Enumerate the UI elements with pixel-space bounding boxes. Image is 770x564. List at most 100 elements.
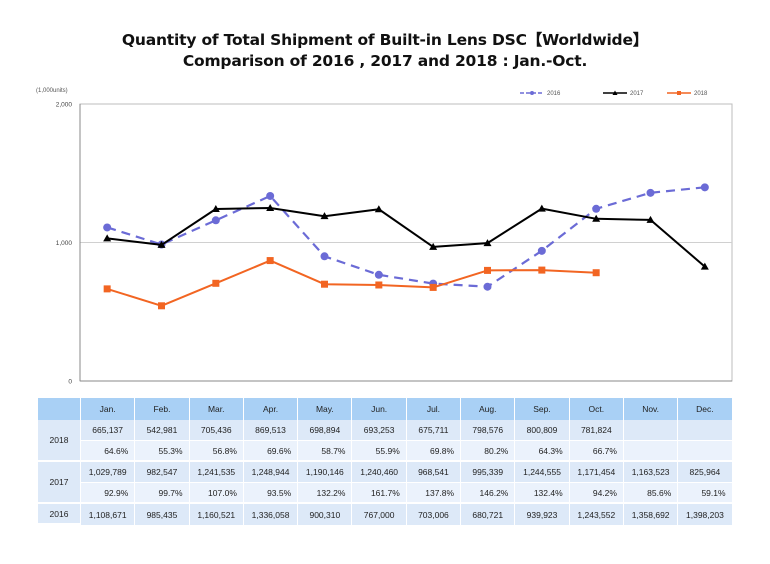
title-line-2: Comparison of 2016 , 2017 and 2018 : Jan…	[182, 52, 588, 70]
table-cell-quantity: 825,964	[678, 462, 732, 483]
data-point-2018	[212, 279, 220, 287]
table-cell-percent: 64.3%	[515, 441, 569, 462]
table-cell-quantity: 781,824	[569, 420, 623, 441]
table-cell-quantity: 1,190,146	[298, 462, 352, 483]
table-cell-quantity: 1,240,460	[352, 462, 406, 483]
table-cell-quantity: 1,336,058	[243, 504, 298, 525]
table-cell-quantity: 939,923	[515, 504, 569, 525]
table-cell-quantity: 1,241,535	[189, 462, 243, 483]
data-point-2017	[320, 212, 329, 220]
table-cell-quantity: 995,339	[461, 462, 515, 483]
table-cell-quantity: 1,160,521	[189, 504, 243, 525]
table-row-values: 2017 1,029,789 982,547 1,241,535 1,248,944 1,…	[38, 462, 732, 504]
data-point-2018	[266, 257, 274, 265]
series-line-2016	[106, 186, 705, 288]
data-point-2016	[266, 191, 275, 200]
data-point-2017	[103, 234, 112, 242]
data-point-2017	[592, 214, 601, 222]
data-point-2017	[646, 215, 655, 223]
table-cell-quantity: 798,576	[461, 420, 515, 441]
table-cell-percent: 55.3%	[135, 441, 189, 462]
data-point-2017	[374, 205, 383, 213]
table-cell-percent: 69.6%	[243, 441, 298, 462]
table-cell-percent: 66.7%	[569, 441, 623, 462]
table-cell-quantity: 1,243,552	[569, 504, 623, 525]
data-point-2017	[700, 262, 709, 270]
table-cell-quantity: 1,029,789	[81, 462, 135, 483]
data-point-2018	[538, 266, 546, 274]
data-point-2016	[103, 223, 112, 232]
data-point-2018	[375, 281, 383, 289]
data-point-2018	[429, 283, 437, 291]
legend-marker-2017	[612, 90, 618, 95]
table-cell-quantity: 680,721	[461, 504, 515, 525]
data-point-2018	[103, 285, 111, 293]
table-cell-percent: 161.7%	[352, 483, 406, 504]
data-point-2018	[158, 302, 165, 310]
column-header: May.	[298, 398, 352, 420]
table-cell-quantity: 542,981	[135, 420, 189, 441]
column-header: Mar.	[189, 398, 243, 420]
data-point-2017	[483, 239, 492, 247]
data-point-2016	[483, 282, 492, 291]
table-row-percents: 92.9% 99.7% 107.0% 93.5% 132.2% 161.7% 137.8% 1…	[38, 483, 732, 504]
table-cell-percent: 93.5%	[243, 483, 298, 504]
table-cell-quantity: 1,171,454	[569, 462, 623, 483]
table-cell-quantity: 1,248,944	[243, 462, 298, 483]
table-cell-quantity	[623, 420, 678, 441]
data-point-2017	[157, 240, 166, 248]
table-cell-quantity: 703,006	[406, 504, 461, 525]
table-cell-percent: 80.2%	[461, 441, 515, 462]
column-header: Apr.	[243, 398, 298, 420]
table-cell-percent	[623, 441, 678, 462]
data-point-2016	[211, 216, 220, 225]
column-header: Jul.	[406, 398, 461, 420]
table-cell-percent: 132.2%	[298, 483, 352, 504]
table-row-values: 2016 1,108,671 985,435 1,160,521 1,336,058 90…	[38, 504, 732, 525]
row-year-label: 2016	[38, 504, 80, 525]
table-cell-percent: 132.4%	[515, 483, 569, 504]
table-cell-quantity: 1,358,692	[623, 504, 678, 525]
table-header-row: Jan. Feb. Mar. Apr. May. Jun. Jul. Aug. Sep. Oct.…	[38, 398, 732, 420]
column-header: Aug.	[461, 398, 515, 420]
table-cell-percent: 56.8%	[189, 441, 243, 462]
chart-title: Quantity of Total Shipment of Built-in L…	[0, 30, 770, 72]
data-point-2016	[592, 204, 601, 213]
table-cell-percent	[678, 441, 732, 462]
table-cell-quantity: 982,547	[135, 462, 189, 483]
table-cell-quantity: 698,894	[298, 420, 352, 441]
data-point-2016	[537, 246, 546, 255]
table-cell-quantity: 705,436	[189, 420, 243, 441]
legend-marker-2018	[677, 91, 681, 95]
legend-marker-2016	[530, 91, 534, 95]
table-cell-percent: 69.8%	[406, 441, 461, 462]
row-year-label: 2017	[38, 462, 80, 504]
table-cell-quantity	[678, 420, 732, 441]
table-cell-quantity: 1,108,671	[81, 504, 135, 525]
table-row-values: 2018 665,137 542,981 705,436 869,513 698,894 6…	[38, 420, 732, 462]
table-cell-quantity: 900,310	[298, 504, 352, 525]
table-cell-percent: 58.7%	[298, 441, 352, 462]
data-point-2017	[211, 205, 220, 213]
data-point-2017	[537, 204, 546, 212]
y-tick-label: 0	[68, 379, 72, 386]
data-point-2016	[320, 252, 329, 261]
table-cell-percent: 64.6%	[81, 441, 135, 462]
table-cell-quantity: 968,541	[406, 462, 461, 483]
table-cell-quantity: 985,435	[135, 504, 189, 525]
y-tick-label: 1,000	[56, 240, 73, 247]
column-header: Feb.	[135, 398, 189, 420]
shipment-data-table: Jan. Feb. Mar. Apr. May. Jun. Jul. Aug. Sep. Oct.…	[37, 398, 733, 525]
line-chart: 0 1,000 2,000 2016 2017 2018	[56, 90, 733, 386]
data-point-2016	[700, 183, 709, 192]
table-cell-percent: 99.7%	[135, 483, 189, 504]
legend-label-2016: 2016	[547, 91, 561, 97]
table-cell-quantity: 1,244,555	[515, 462, 569, 483]
y-tick-label: 2,000	[56, 102, 73, 109]
table-cell-quantity: 800,809	[515, 420, 569, 441]
column-header: Oct.	[569, 398, 623, 420]
table-cell-percent: 92.9%	[81, 483, 135, 504]
table-cell-quantity: 665,137	[81, 420, 135, 441]
legend-label-2018: 2018	[694, 91, 708, 97]
data-point-2016	[374, 270, 383, 279]
